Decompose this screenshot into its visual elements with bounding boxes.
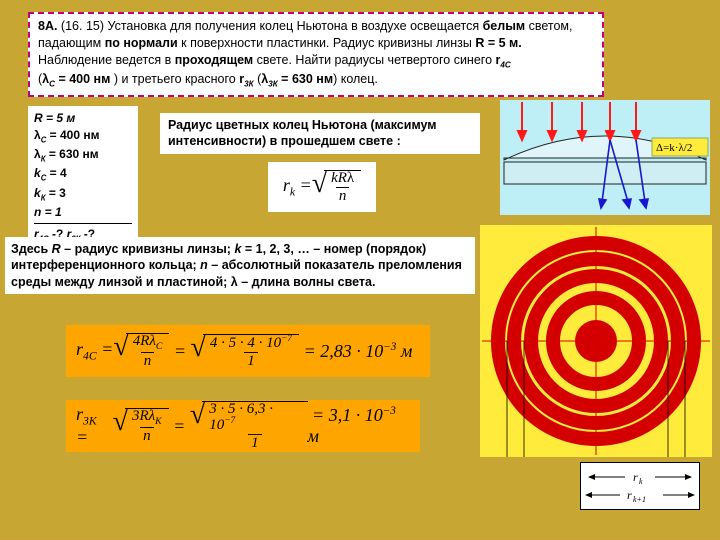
explanation-text: Здесь R – радиус кривизны линзы; k = 1, … xyxy=(5,237,475,294)
given-n: n = 1 xyxy=(34,204,132,221)
svg-text:k+1: k+1 xyxy=(633,495,646,503)
general-formula: rk = √ kRλ n xyxy=(268,162,376,212)
problem-number: 8А. xyxy=(38,19,57,33)
delta-label: Δ=k·λ/2 xyxy=(656,142,692,154)
given-kC: kС = 4 xyxy=(34,165,132,184)
newton-rings-diagram xyxy=(480,225,712,457)
calculation-r3k: r3К = √ 3RλКn = √ 3 · 5 · 6,3 · 10−71 = … xyxy=(66,400,420,452)
given-data: R = 5 м λС = 400 нм λК = 630 нм kС = 4 k… xyxy=(28,106,138,249)
given-R: R = 5 м xyxy=(34,110,132,127)
rk1-indicator: rk+1 xyxy=(585,487,695,503)
intro-text: Радиус цветных колец Ньютона (максимум и… xyxy=(160,113,480,154)
given-lambdaC: λС = 400 нм xyxy=(34,127,132,146)
calculation-r4c: r4С = √ 4RλСn = √ 4 · 5 · 4 · 10−71 = 2,… xyxy=(66,325,430,377)
given-kK: kК = 3 xyxy=(34,185,132,204)
lens-diagram: Δ=k·λ/2 xyxy=(500,100,710,215)
lens-svg: Δ=k·λ/2 xyxy=(500,100,710,215)
svg-text:r: r xyxy=(633,470,638,484)
radius-labels: rk rk+1 xyxy=(580,462,700,510)
horizontal-rule xyxy=(34,223,132,224)
rk-indicator: rk xyxy=(585,469,695,485)
rings-svg xyxy=(480,225,712,457)
given-lambdaK: λК = 630 нм xyxy=(34,146,132,165)
svg-text:k: k xyxy=(639,477,643,485)
svg-text:r: r xyxy=(627,488,632,502)
problem-statement: 8А. (16. 15) Установка для получения кол… xyxy=(28,12,604,97)
